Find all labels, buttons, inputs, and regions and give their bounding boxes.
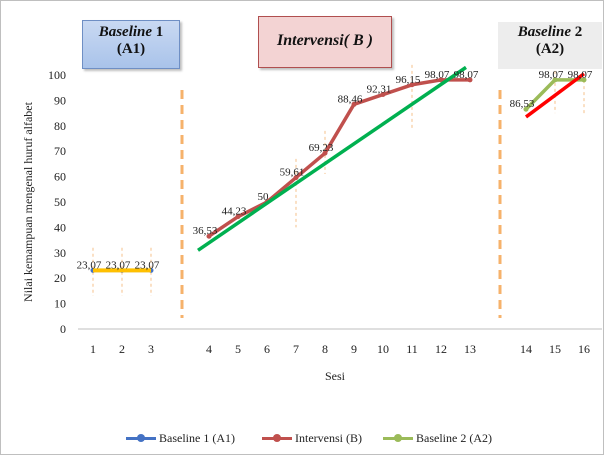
data-label: 50 [258, 191, 270, 203]
phase-box-baseline-1: Baseline 1 (A1) [82, 20, 180, 69]
data-label: 44,23 [222, 206, 247, 218]
data-label: 96,15 [396, 74, 421, 86]
phase-title-baseline-1: Baseline [99, 24, 152, 40]
x-tick-label: 1 [90, 342, 96, 356]
y-tick-label: 60 [54, 170, 66, 184]
x-tick-label: 13 [464, 342, 476, 356]
x-tick-label: 12 [435, 342, 447, 356]
y-tick-label: 90 [54, 93, 66, 107]
data-label: 92,31 [367, 84, 392, 96]
legend-label-baseline-1: Baseline 1 (A1) [159, 431, 235, 446]
legend-item-baseline-2: Baseline 2 (A2) [383, 428, 492, 448]
y-tick-label: 30 [54, 246, 66, 260]
legend-swatch-intervensi [262, 437, 292, 440]
phase-box-intervensi: Intervensi( B ) [258, 16, 392, 68]
data-label: 98,07 [568, 69, 593, 81]
data-label: 69,23 [309, 142, 334, 154]
x-tick-label: 8 [322, 342, 328, 356]
data-label: 88,46 [338, 93, 363, 105]
y-axis-title: Nilai kemampuan mengenal huruf alfabet [21, 101, 35, 302]
legend-label-intervensi: Intervensi (B) [295, 431, 362, 446]
chart-legend: Baseline 1 (A1) Intervensi (B) Baseline … [0, 428, 604, 448]
phase-title-baseline-2: Baseline [518, 24, 571, 40]
x-tick-label: 16 [578, 342, 590, 356]
legend-label-baseline-2: Baseline 2 (A2) [416, 431, 492, 446]
y-tick-label: 10 [54, 297, 66, 311]
x-axis-title: Sesi [325, 369, 346, 383]
data-label: 98,07 [539, 69, 564, 81]
data-label: 98,07 [425, 69, 450, 81]
phase-box-baseline-2: Baseline 2 (A2) [498, 22, 602, 69]
data-label: 23,07 [106, 259, 131, 271]
phase-number-baseline-1: 1 [156, 24, 164, 40]
y-tick-label: 70 [54, 144, 66, 158]
data-label: 98,07 [454, 69, 479, 81]
data-label: 23,07 [135, 259, 160, 271]
data-label: 59,61 [280, 167, 305, 179]
x-tick-label: 5 [235, 342, 241, 356]
legend-item-intervensi: Intervensi (B) [262, 428, 362, 448]
phase-code-a2: (A2) [498, 41, 602, 58]
x-tick-label: 7 [293, 342, 299, 356]
y-tick-label: 80 [54, 119, 66, 133]
data-label: 23,07 [77, 259, 102, 271]
x-tick-label: 14 [520, 342, 532, 356]
x-tick-label: 9 [351, 342, 357, 356]
x-tick-label: 11 [406, 342, 418, 356]
trend-line-B [198, 67, 466, 250]
legend-swatch-baseline-2 [383, 437, 413, 440]
legend-swatch-baseline-1 [126, 437, 156, 440]
y-tick-label: 0 [60, 322, 66, 336]
legend-item-baseline-1: Baseline 1 (A1) [126, 428, 235, 448]
x-tick-label: 6 [264, 342, 270, 356]
y-tick-label: 100 [48, 68, 66, 82]
y-tick-label: 40 [54, 220, 66, 234]
phase-title-intervensi: Intervensi( B ) [277, 32, 373, 49]
phase-number-baseline-2: 2 [575, 24, 583, 40]
x-tick-label: 3 [148, 342, 154, 356]
x-tick-label: 10 [377, 342, 389, 356]
x-tick-label: 15 [549, 342, 561, 356]
x-tick-label: 4 [206, 342, 212, 356]
y-tick-label: 50 [54, 195, 66, 209]
data-label: 86,53 [510, 98, 535, 110]
y-tick-label: 20 [54, 271, 66, 285]
data-label: 36,53 [193, 225, 218, 237]
phase-code-a1: (A1) [83, 41, 179, 58]
x-tick-label: 2 [119, 342, 125, 356]
